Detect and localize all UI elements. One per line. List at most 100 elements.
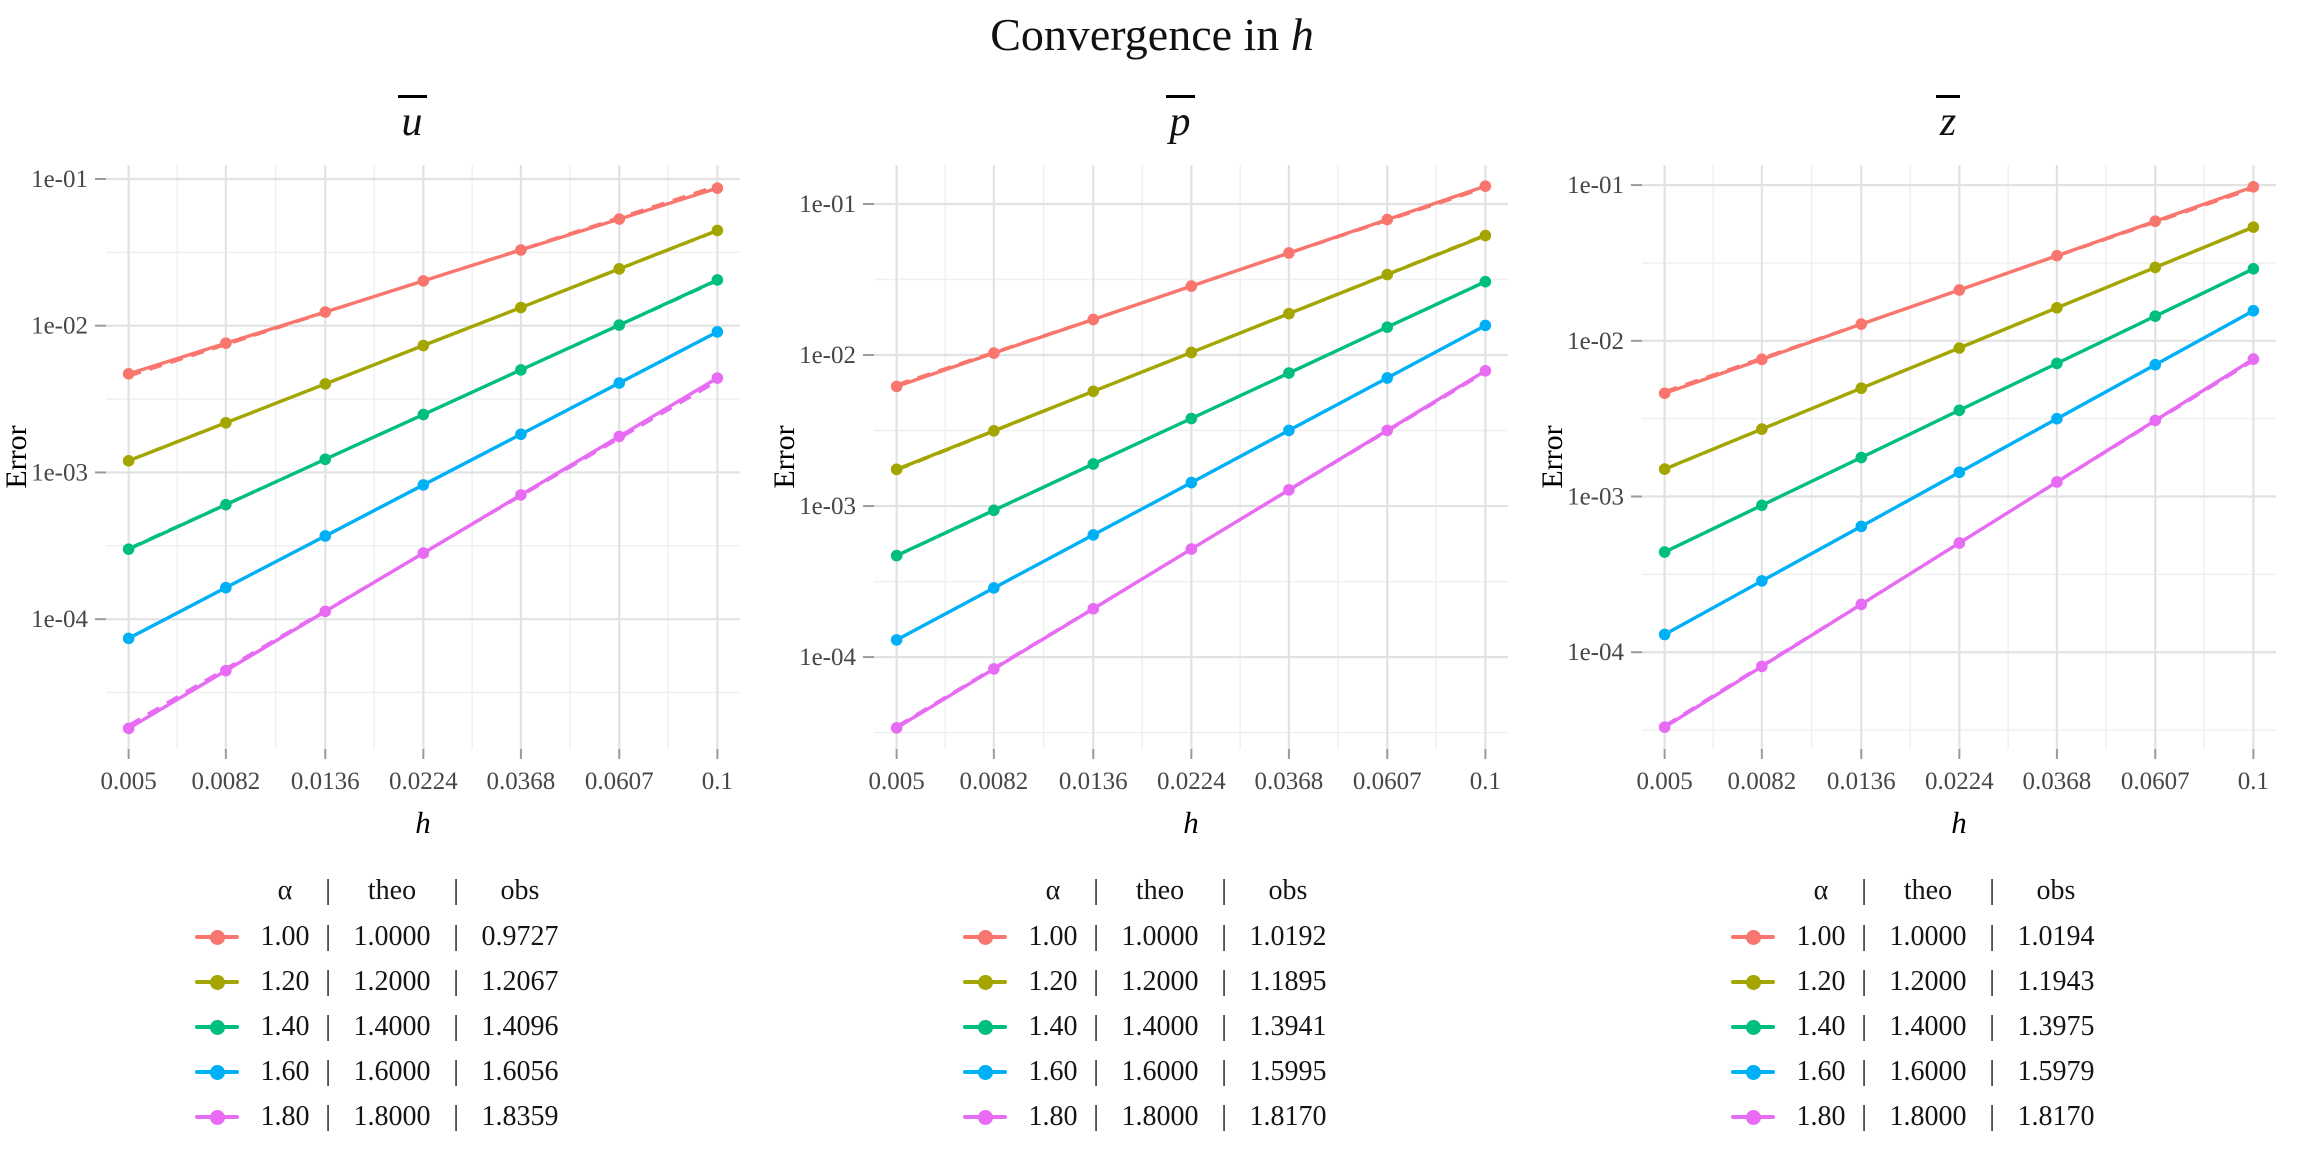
legend-obs-value: 1.5995 xyxy=(1249,1056,1327,1088)
x-tick-label: 0.0607 xyxy=(1353,768,1422,795)
legend-alpha-value: 1.40 xyxy=(1028,1011,1078,1043)
data-point xyxy=(417,478,430,491)
y-axis-title: Error xyxy=(1536,425,1569,488)
data-point xyxy=(1658,546,1671,558)
series-points-alpha-1.40 xyxy=(122,273,724,555)
x-axis-title: h xyxy=(1183,805,1199,840)
legend-theo-value: 1.2000 xyxy=(353,966,431,998)
data-point xyxy=(890,549,903,562)
data-point xyxy=(1381,371,1394,384)
legend-obs-value: 1.8359 xyxy=(481,1101,559,1133)
legend-separator: | xyxy=(1989,1056,1995,1088)
data-point xyxy=(2247,262,2260,275)
figure-title-variable: h xyxy=(1290,9,1314,60)
legend-obs-value: 1.3941 xyxy=(1249,1011,1327,1043)
x-tick-label: 0.005 xyxy=(869,768,925,795)
x-tick-label: 0.0224 xyxy=(389,768,458,795)
legend-line-dot-icon xyxy=(960,972,1010,992)
legend-header: α | theo | obs xyxy=(960,867,1344,915)
x-tick-label: 0.0082 xyxy=(191,768,260,795)
x-tick-label: 0.1 xyxy=(1470,768,1501,795)
legend-header-alpha: α xyxy=(1813,874,1829,906)
panel-title-letter-p: p xyxy=(1165,94,1195,144)
panel-u_bar: u 1e-04 1e-03 1e-02 1e-01 0.005 0.0082 0.0136 0.… xyxy=(0,94,768,1140)
legend-theo-value: 1.8000 xyxy=(1889,1101,1967,1133)
x-tick-label: 0.005 xyxy=(101,768,157,795)
legend-line-dot-icon xyxy=(1728,1017,1778,1037)
legend-row-alpha-1.20: 1.20 | 1.2000 | 1.1943 xyxy=(1728,960,2112,1005)
y-tick-labels: 1e-04 1e-03 1e-02 1e-01 xyxy=(31,166,88,633)
y-tick-label: 1e-02 xyxy=(31,313,88,340)
data-point xyxy=(2149,414,2162,427)
legend-dot-icon xyxy=(209,929,225,945)
data-point xyxy=(1756,574,1768,587)
legend-dot-icon xyxy=(209,1109,225,1125)
data-point xyxy=(711,182,724,194)
x-tick-label: 0.1 xyxy=(702,768,733,795)
data-point xyxy=(988,581,1000,594)
legend-separator: | xyxy=(1989,966,1995,998)
data-point xyxy=(2149,215,2162,227)
data-point xyxy=(122,367,135,380)
legend-obs-value: 1.0194 xyxy=(2017,921,2095,953)
data-point xyxy=(890,463,903,475)
x-tick-label: 0.0136 xyxy=(1827,768,1896,795)
data-point xyxy=(1953,283,1966,296)
data-point xyxy=(1087,528,1100,541)
legend-z_bar: α | theo | obs 1.00 | 1.0000 | 1.0194 1.20 | 1.2000 |… xyxy=(1728,867,2112,1140)
data-point xyxy=(220,337,232,349)
legend-separator: | xyxy=(1093,921,1099,953)
legend-line-dot-icon xyxy=(1728,927,1778,947)
data-point xyxy=(1185,476,1198,489)
data-point xyxy=(1855,382,1868,394)
legend-header-alpha: α xyxy=(1045,874,1061,906)
x-tick-label: 0.0607 xyxy=(585,768,654,795)
legend-row-alpha-1.20: 1.20 | 1.2000 | 1.2067 xyxy=(192,960,576,1005)
data-point xyxy=(1185,346,1198,359)
data-point xyxy=(1283,307,1295,320)
legend-obs-value: 1.1895 xyxy=(1249,966,1327,998)
legend-dot-icon xyxy=(209,974,225,990)
data-point xyxy=(1381,321,1394,333)
data-point xyxy=(2247,353,2260,365)
data-point xyxy=(1953,536,1966,549)
data-point xyxy=(319,306,332,318)
legend-dot-icon xyxy=(977,1064,993,1080)
panel-title-u_bar: u xyxy=(0,94,768,149)
legend-p_bar: α | theo | obs 1.00 | 1.0000 | 1.0192 1.20 | 1.2000 |… xyxy=(960,867,1344,1140)
series-points-alpha-1.20 xyxy=(122,224,724,467)
data-point xyxy=(515,363,527,376)
legend-row-alpha-1.40: 1.40 | 1.4000 | 1.4096 xyxy=(192,1005,576,1050)
legend-header-theo: theo xyxy=(1135,874,1185,906)
panel-title-letter-u: u xyxy=(397,94,427,144)
panels-row: u 1e-04 1e-03 1e-02 1e-01 0.005 0.0082 0.0136 0.… xyxy=(0,94,2304,1140)
legend-obs-value: 1.2067 xyxy=(481,966,559,998)
data-point xyxy=(613,430,626,443)
data-point xyxy=(1479,275,1492,288)
y-tick-label: 1e-04 xyxy=(799,644,856,671)
data-point xyxy=(1855,520,1868,532)
y-tick-label: 1e-02 xyxy=(799,342,856,369)
legend-line-dot-icon xyxy=(192,1107,242,1127)
data-point xyxy=(613,377,626,389)
legend-obs-value: 1.1943 xyxy=(2017,966,2095,998)
series-points-alpha-1.60 xyxy=(890,319,1492,646)
legend-header-obs: obs xyxy=(2036,874,2076,906)
legend-obs-value: 1.8170 xyxy=(1249,1101,1327,1133)
legend-line-dot-icon xyxy=(960,927,1010,947)
series-points-alpha-1.80 xyxy=(122,372,724,735)
legend-dot-icon xyxy=(1745,1109,1761,1125)
data-point xyxy=(319,377,332,390)
legend-row-alpha-1.00: 1.00 | 1.0000 | 1.0194 xyxy=(1728,915,2112,960)
data-point xyxy=(2051,412,2063,425)
legend-dot-icon xyxy=(1745,1064,1761,1080)
x-axis-title: h xyxy=(415,805,431,840)
data-point xyxy=(122,543,135,555)
data-point xyxy=(319,605,332,618)
data-point xyxy=(515,428,527,440)
data-point xyxy=(1658,721,1671,733)
data-point xyxy=(1283,424,1295,437)
legend-separator: | xyxy=(1093,1056,1099,1088)
